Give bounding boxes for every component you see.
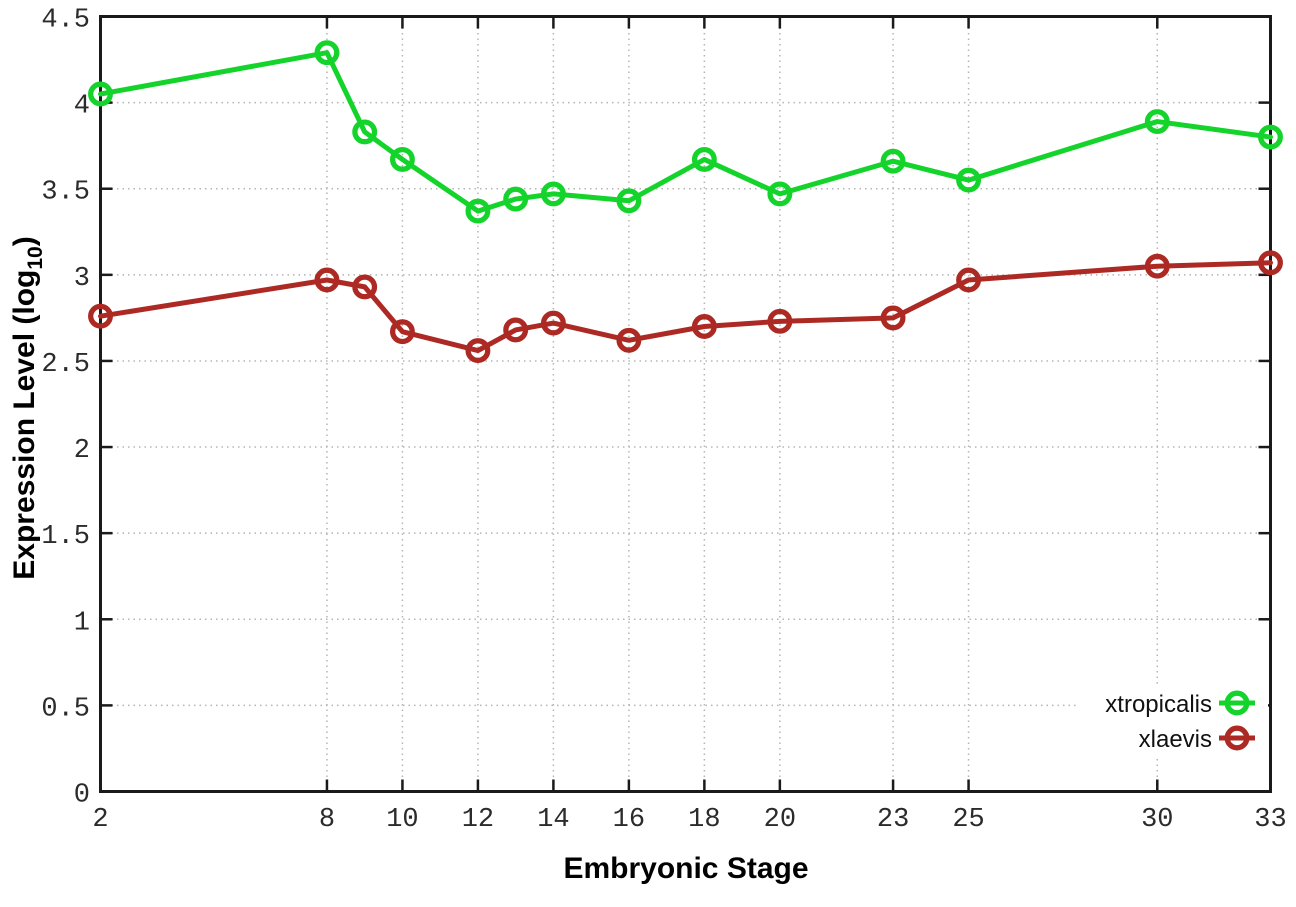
data-point-xlaevis-30 [1144, 253, 1170, 279]
data-point-xtropicalis-12 [465, 198, 491, 224]
data-point-xlaevis-14 [540, 310, 566, 336]
legend-label-xtropicalis: xtropicalis [1105, 691, 1212, 718]
x-tick-label-8: 8 [319, 805, 335, 835]
x-tick-label-33: 33 [1254, 805, 1286, 835]
data-point-xtropicalis-9 [352, 119, 378, 145]
data-point-xlaevis-33 [1258, 250, 1283, 276]
x-axis-title: Embryonic Stage [563, 852, 808, 885]
legend-label-xlaevis: xlaevis [1139, 726, 1212, 753]
y-tick-label-3: 3 [74, 264, 90, 294]
data-point-xlaevis-8 [314, 267, 340, 293]
legend-entry-xlaevis: xlaevis [1139, 725, 1255, 753]
data-point-xtropicalis-14 [540, 181, 566, 207]
x-tick-label-23: 23 [877, 805, 909, 835]
data-series [88, 40, 1283, 364]
data-point-xlaevis-2 [88, 303, 113, 329]
x-tick-label-2: 2 [92, 805, 108, 835]
x-tick-label-25: 25 [952, 805, 984, 835]
data-point-xtropicalis-8 [314, 40, 340, 66]
data-point-xtropicalis-16 [616, 188, 642, 214]
legend: xtropicalis xlaevis [1078, 684, 1268, 756]
x-tick-label-14: 14 [537, 805, 569, 835]
legend-background [1078, 684, 1268, 756]
data-point-xlaevis-18 [691, 314, 717, 339]
x-tick-label-10: 10 [386, 805, 418, 835]
series-line-xlaevis [98, 260, 1273, 354]
data-point-xlaevis-10 [389, 319, 415, 345]
series-xtropicalis [88, 40, 1283, 224]
y-tick-label-4.5: 4.5 [41, 6, 90, 36]
legend-entry-xtropicalis: xtropicalis [1105, 690, 1255, 718]
x-tick-label-20: 20 [764, 805, 796, 835]
y-tick-label-1: 1 [74, 608, 90, 638]
y-axis-title: Expression Level (log10) [8, 236, 47, 579]
data-point-xlaevis-25 [956, 267, 982, 293]
data-point-xlaevis-23 [880, 305, 906, 331]
y-tick-label-4: 4 [74, 92, 90, 122]
gridlines [100, 16, 1271, 792]
x-tick-label-12: 12 [462, 805, 494, 835]
x-tick-label-16: 16 [613, 805, 645, 835]
data-point-xtropicalis-33 [1258, 124, 1283, 150]
series-line-xtropicalis [98, 50, 1273, 214]
axis-tick-marks [99, 15, 1272, 793]
data-point-xlaevis-16 [616, 327, 642, 353]
legend-marker-circle-xtropicalis [1224, 690, 1250, 716]
data-point-xtropicalis-2 [88, 81, 113, 107]
y-tick-label-1.5: 1.5 [41, 522, 90, 552]
data-point-xtropicalis-18 [691, 146, 717, 172]
series-xlaevis [88, 250, 1283, 364]
y-tick-label-0: 0 [74, 781, 90, 811]
y-tick-label-3.5: 3.5 [41, 178, 90, 208]
y-tick-label-2: 2 [74, 436, 90, 466]
data-point-xtropicalis-13 [503, 186, 529, 212]
data-point-xlaevis-12 [465, 338, 491, 364]
axis-tick-labels: 2 8 10 12 14 16 18 20 23 25 30 33 0 0.5 1 1.5 2 2.5 3 3.5 4 4… [41, 6, 1286, 836]
data-point-xlaevis-9 [352, 274, 378, 300]
data-point-xtropicalis-23 [880, 148, 906, 174]
data-point-xlaevis-20 [767, 308, 793, 334]
x-tick-label-30: 30 [1141, 805, 1173, 835]
legend-marker-circle-xlaevis [1224, 725, 1250, 751]
data-point-xtropicalis-20 [767, 181, 793, 207]
data-point-xtropicalis-30 [1144, 109, 1170, 135]
data-point-xtropicalis-25 [956, 167, 982, 193]
data-point-xlaevis-13 [503, 317, 529, 343]
plot-border [99, 15, 1272, 793]
x-tick-label-18: 18 [688, 805, 720, 835]
y-tick-label-0.5: 0.5 [41, 694, 90, 724]
y-tick-label-2.5: 2.5 [41, 350, 90, 380]
data-point-xtropicalis-10 [389, 146, 415, 172]
